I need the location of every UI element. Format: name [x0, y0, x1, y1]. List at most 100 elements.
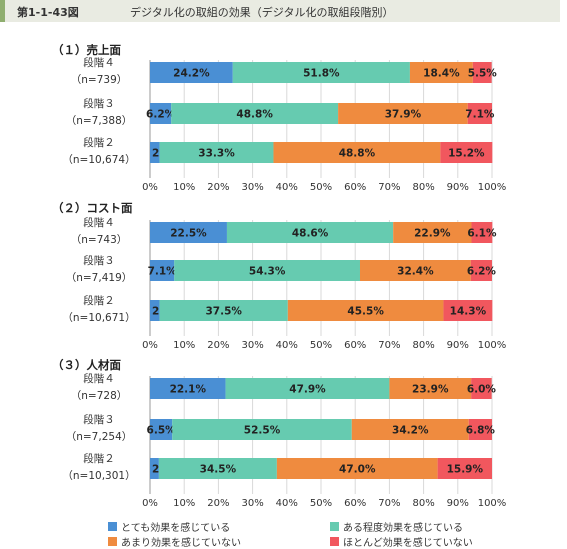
data-label: 24.2% — [173, 68, 210, 80]
x-tick-label: 90% — [447, 182, 469, 193]
x-tick-label: 60% — [344, 340, 366, 351]
legend-item-somewhat-effective: ある程度効果を感じている — [330, 519, 463, 534]
data-label: 37.5% — [205, 306, 242, 318]
bar-segment — [351, 419, 469, 440]
data-label: 51.8% — [303, 68, 340, 80]
data-label: 15.9% — [447, 464, 484, 476]
data-label: 22.1% — [170, 384, 207, 396]
data-label: 54.3% — [249, 266, 286, 278]
x-tick-label: 0% — [142, 498, 158, 509]
data-label: 48.8% — [339, 148, 376, 160]
bar-segment — [150, 260, 175, 281]
data-label: 14.3% — [450, 306, 487, 318]
bar-segment — [171, 103, 339, 124]
data-label: 37.9% — [385, 109, 422, 121]
category-label: 段階４ （n=739） — [44, 57, 154, 86]
bar-segment — [150, 103, 172, 124]
bar-segment — [232, 62, 410, 83]
bar-segment — [172, 419, 352, 440]
bar-segment — [393, 222, 472, 243]
bar-segment — [150, 142, 160, 163]
legend-swatch — [108, 537, 117, 546]
data-label: 48.6% — [292, 228, 329, 240]
x-tick-label: 10% — [173, 340, 195, 351]
bar-segment — [150, 458, 159, 479]
x-tick-label: 100% — [478, 498, 507, 509]
x-tick-label: 60% — [344, 498, 366, 509]
data-label: 6.5% — [147, 425, 177, 437]
x-tick-label: 60% — [344, 182, 366, 193]
bar-segment — [150, 62, 233, 83]
bar-segment — [150, 378, 226, 399]
x-tick-label: 80% — [412, 498, 434, 509]
bar-segment — [471, 222, 493, 243]
category-stage: 段階４ — [83, 57, 115, 69]
data-label: 6.2% — [467, 266, 497, 278]
bar-segment — [468, 419, 492, 440]
x-tick-label: 40% — [276, 498, 298, 509]
x-tick-label: 20% — [207, 498, 229, 509]
legend-label: ある程度効果を感じている — [343, 523, 463, 534]
bar-segment — [467, 103, 492, 124]
category-n: （n=10,674） — [62, 154, 136, 166]
x-tick-label: 0% — [142, 340, 158, 351]
category-n: （n=10,671） — [62, 312, 136, 324]
data-label: 7.1% — [465, 109, 495, 121]
data-label: 6.1% — [467, 228, 497, 240]
figure-header: 第1-1-43図 デジタル化の取組の効果（デジタル化の取組段階別） — [0, 0, 560, 22]
category-stage: 段階２ — [83, 295, 115, 307]
x-tick-label: 70% — [378, 340, 400, 351]
x-tick-label: 100% — [478, 340, 507, 351]
category-stage: 段階３ — [83, 255, 115, 267]
x-tick-label: 20% — [207, 182, 229, 193]
x-tick-label: 90% — [447, 498, 469, 509]
bar-segment — [443, 300, 493, 321]
data-label: 32.4% — [397, 266, 434, 278]
data-label: 15.2% — [448, 148, 485, 160]
x-tick-label: 80% — [412, 340, 434, 351]
x-tick-label: 0% — [142, 182, 158, 193]
legend-label: ほとんど効果を感じていない — [343, 538, 473, 549]
x-tick-label: 30% — [241, 498, 263, 509]
bar-segment — [174, 260, 360, 281]
data-label: 7.1% — [148, 266, 178, 278]
data-label: 33.3% — [198, 148, 235, 160]
data-label: 22.5% — [170, 228, 207, 240]
legend-swatch — [330, 522, 339, 531]
x-tick-label: 40% — [276, 340, 298, 351]
x-tick-label: 70% — [378, 498, 400, 509]
bar-segment — [287, 300, 444, 321]
legend-item-very-effective: とても効果を感じている — [108, 519, 230, 534]
category-label: 段階３ （n=7,419） — [44, 255, 154, 284]
bar-segment — [158, 458, 277, 479]
figure-number: 第1-1-43図 — [17, 6, 79, 19]
category-stage: 段階２ — [83, 137, 115, 149]
category-stage: 段階４ — [83, 373, 115, 385]
bar-segment — [470, 260, 492, 281]
bar-segment — [440, 142, 493, 163]
data-label: 18.4% — [423, 68, 460, 80]
data-label: 22.9% — [414, 228, 451, 240]
bar-segment — [359, 260, 471, 281]
x-tick-label: 30% — [241, 340, 263, 351]
data-label: 34.2% — [392, 425, 429, 437]
bar-segment — [472, 62, 492, 83]
x-tick-label: 10% — [173, 498, 195, 509]
x-tick-label: 50% — [310, 182, 332, 193]
data-label: 48.8% — [236, 109, 273, 121]
data-label: 47.0% — [339, 464, 376, 476]
category-n: （n=739） — [70, 74, 128, 86]
bar-segment — [150, 419, 173, 440]
category-label: 段階３ （n=7,254） — [44, 414, 154, 443]
x-tick-label: 40% — [276, 182, 298, 193]
bar-segment — [225, 378, 390, 399]
category-n: （n=10,301） — [62, 470, 136, 482]
data-label: 45.5% — [347, 306, 384, 318]
x-tick-label: 20% — [207, 340, 229, 351]
data-label: 6.0% — [467, 384, 497, 396]
x-tick-label: 100% — [478, 182, 507, 193]
category-stage: 段階２ — [83, 453, 115, 465]
section-title: （２）コスト面 — [52, 201, 133, 215]
category-stage: 段階３ — [83, 98, 115, 110]
x-tick-label: 90% — [447, 340, 469, 351]
